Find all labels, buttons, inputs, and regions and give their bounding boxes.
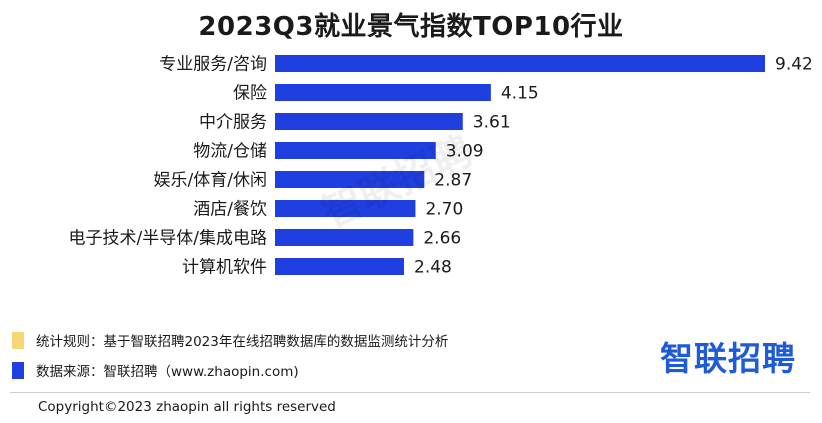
chart-title: 2023Q3就业景气指数TOP10行业 — [198, 12, 624, 42]
legend-item-rule: 统计规则：基于智联招聘2023年在线招聘数据库的数据监测统计分析 — [12, 330, 448, 350]
zhaopin-logo: 智联招聘 — [660, 339, 796, 378]
bar — [275, 229, 414, 246]
value-label: 2.48 — [414, 258, 452, 278]
legend-item-source: 数据来源：智联招聘（www.zhaopin.com) — [12, 360, 299, 380]
footer-divider — [10, 392, 810, 393]
value-label: 2.70 — [425, 200, 463, 220]
bar — [275, 84, 491, 101]
value-label: 3.61 — [473, 113, 511, 133]
legend-swatch-blue — [12, 361, 24, 379]
bar — [275, 200, 416, 217]
category-label: 计算机软件 — [182, 258, 267, 278]
value-label: 4.15 — [501, 84, 539, 104]
legend-text-source: 数据来源：智联招聘（www.zhaopin.com) — [36, 364, 299, 380]
legend-text-rule: 统计规则：基于智联招聘2023年在线招聘数据库的数据监测统计分析 — [36, 334, 449, 350]
value-label: 2.66 — [423, 229, 461, 249]
legend-swatch-yellow — [12, 331, 24, 349]
value-label: 9.42 — [775, 55, 813, 75]
value-label: 2.87 — [434, 171, 472, 191]
value-label: 3.09 — [446, 142, 484, 162]
category-label: 电子技术/半导体/集成电路 — [69, 229, 267, 249]
bar — [275, 55, 765, 72]
copyright-text: Copyright©2023 zhaopin all rights reserv… — [38, 399, 336, 415]
bar — [275, 171, 425, 188]
bar-chart: 专业服务/咨询 9.42 保险 4.15 中介服务 3.61 物流/仓储 3.09 娱乐/体育/… — [69, 55, 813, 278]
category-label: 中介服务 — [199, 113, 267, 133]
bar — [275, 142, 436, 159]
category-label: 娱乐/体育/休闲 — [154, 171, 267, 191]
bar — [275, 113, 463, 130]
bar — [275, 258, 405, 275]
category-label: 酒店/餐饮 — [193, 200, 267, 220]
category-label: 物流/仓储 — [193, 142, 267, 162]
category-label: 保险 — [233, 84, 267, 104]
category-label: 专业服务/咨询 — [159, 55, 267, 75]
